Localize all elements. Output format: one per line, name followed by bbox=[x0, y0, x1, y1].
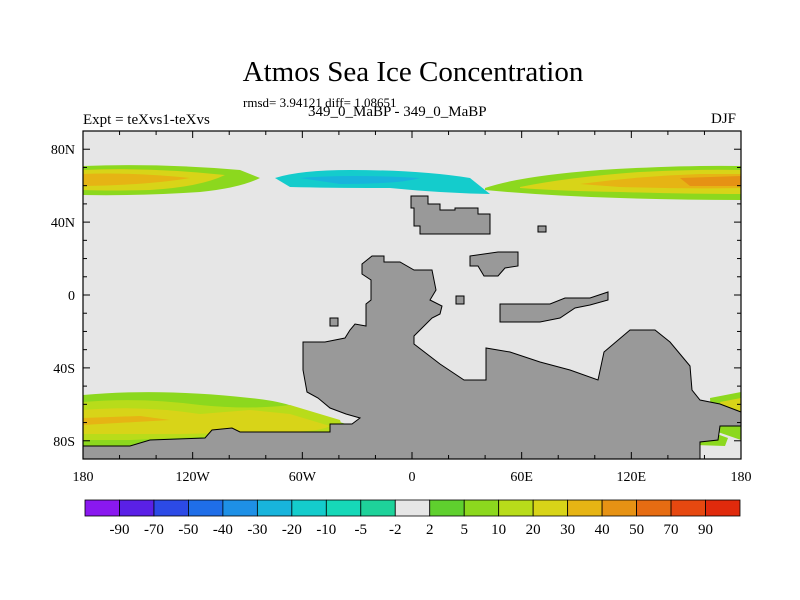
colorbar-swatch bbox=[188, 499, 224, 517]
colorbar-label: 10 bbox=[491, 522, 506, 538]
land-mask bbox=[82, 195, 742, 460]
colorbar-swatch bbox=[567, 499, 603, 517]
x-tick-label: 180 bbox=[73, 470, 94, 485]
arctic-change-center bbox=[275, 170, 490, 194]
axis-ticks: 180 120W 60W 0 60E 120E 180 80N 40N 0 40S 80S bbox=[51, 130, 752, 485]
colorbar-label: 5 bbox=[460, 522, 468, 538]
y-tick-label: 80S bbox=[53, 435, 75, 450]
colorbar-swatch bbox=[325, 499, 362, 517]
y-tick-label: 0 bbox=[68, 289, 75, 304]
colorbar-swatch bbox=[636, 499, 672, 517]
colorbar-label: -2 bbox=[389, 522, 402, 538]
colorbar-swatch bbox=[532, 499, 569, 517]
colorbar-label: 2 bbox=[426, 522, 434, 538]
x-tick-label: 120W bbox=[176, 470, 211, 485]
colorbar-label: -30 bbox=[247, 522, 267, 538]
colorbar-label: -90 bbox=[109, 522, 129, 538]
colorbar-label: 40 bbox=[595, 522, 610, 538]
x-tick-label: 60E bbox=[510, 470, 533, 485]
colorbar: -90 -70 -50 -40 -30 -20 -10 -5 -2 2 5 10 20 30 40 50 70 9… bbox=[84, 499, 741, 538]
colorbar-swatch bbox=[429, 499, 465, 517]
colorbar-label: 90 bbox=[698, 522, 713, 538]
stats-label: rmsd= 3.94121 diff= 1.08651 bbox=[243, 95, 397, 110]
colorbar-label: 20 bbox=[526, 522, 541, 538]
colorbar-label: 70 bbox=[664, 522, 679, 538]
y-tick-label: 80N bbox=[51, 143, 75, 158]
colorbar-swatch bbox=[601, 499, 637, 517]
colorbar-swatch bbox=[360, 499, 396, 517]
colorbar-label: -70 bbox=[144, 522, 164, 538]
colorbar-label: -5 bbox=[355, 522, 368, 538]
colorbar-label: 50 bbox=[629, 522, 644, 538]
x-tick-label: 60W bbox=[289, 470, 317, 485]
colorbar-swatch bbox=[153, 499, 189, 517]
x-tick-label: 0 bbox=[409, 470, 416, 485]
colorbar-swatch bbox=[119, 499, 155, 517]
chart-subtitle: 349_0_MaBP - 349_0_MaBP bbox=[308, 104, 487, 120]
colorbar-swatch bbox=[84, 499, 120, 517]
x-tick-label: 120E bbox=[617, 470, 647, 485]
season-label: DJF bbox=[711, 111, 737, 127]
colorbar-label: 30 bbox=[560, 522, 575, 538]
y-tick-label: 40S bbox=[53, 362, 75, 377]
colorbar-swatch bbox=[394, 499, 431, 517]
colorbar-label: -40 bbox=[213, 522, 233, 538]
colorbar-label: -50 bbox=[178, 522, 198, 538]
x-tick-label: 180 bbox=[731, 470, 752, 485]
chart-title: Atmos Sea Ice Concentration bbox=[242, 56, 584, 88]
colorbar-swatch bbox=[291, 499, 327, 517]
colorbar-swatch bbox=[705, 499, 741, 517]
arctic-change-left bbox=[83, 165, 260, 196]
colorbar-swatch bbox=[670, 499, 706, 517]
colorbar-label: -10 bbox=[316, 522, 336, 538]
arctic-change-right bbox=[485, 165, 741, 200]
colorbar-label: -20 bbox=[282, 522, 302, 538]
colorbar-swatch bbox=[498, 499, 534, 517]
colorbar-swatch bbox=[463, 499, 500, 517]
experiment-label: Expt = teXvs1-teXvs bbox=[83, 112, 210, 128]
colorbar-swatch bbox=[256, 499, 293, 517]
y-tick-label: 40N bbox=[51, 216, 75, 231]
colorbar-swatch bbox=[222, 499, 258, 517]
